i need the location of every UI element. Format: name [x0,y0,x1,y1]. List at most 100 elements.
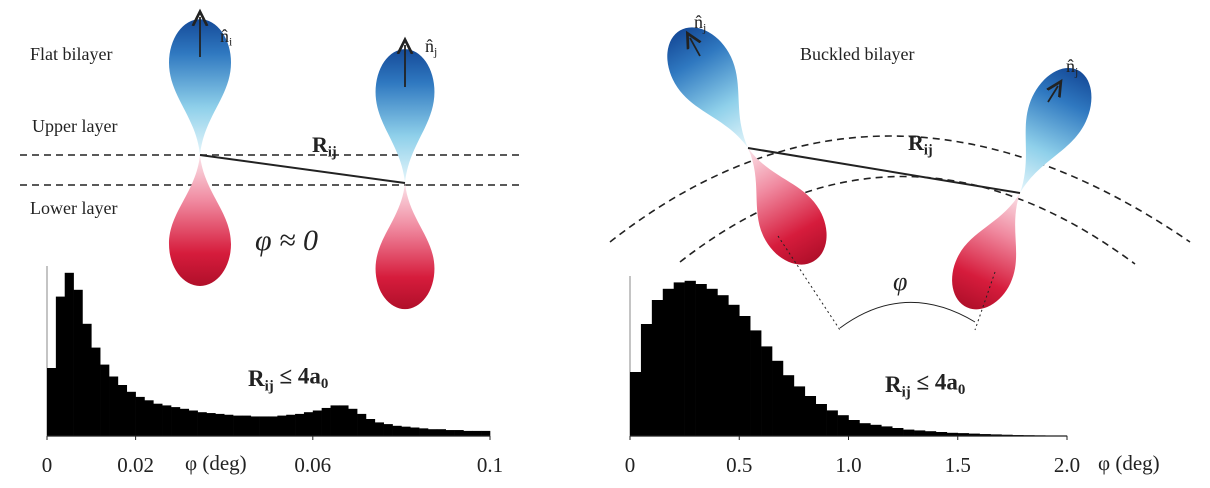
bar [401,427,410,436]
text-part: R [248,366,265,391]
bar [437,429,446,436]
bar [180,409,189,436]
bar [47,368,56,436]
bar [136,397,145,436]
bar [348,409,357,436]
bar [446,430,455,436]
x-tick-label: 0.1 [477,453,503,477]
bar [674,282,685,436]
text-part: j [1074,66,1078,79]
text-part: φ [893,267,907,296]
text-part: R [908,130,925,155]
r-line [200,155,405,183]
bar [805,396,816,436]
bar [286,415,295,436]
text-part: n̂ [220,26,229,46]
bar [162,405,171,436]
bar [322,408,331,436]
bar [189,411,198,437]
text-part: ij [265,378,274,394]
text-part: n̂ [425,36,434,56]
bar [728,305,739,436]
bar [827,410,838,436]
x-tick-label: 0.5 [726,453,752,477]
bar [463,431,472,436]
bar [706,289,717,436]
bar [251,416,260,436]
bar [233,416,242,436]
bar [772,361,783,436]
bar [816,404,827,436]
text-part: n̂ [1066,56,1075,76]
text-part: 0 [958,382,965,398]
x-tick-label: 0.02 [117,453,154,477]
bar [384,424,393,436]
x-axis-label: φ (deg) [1098,451,1160,475]
diagram-label: φ [893,267,907,296]
bar [206,413,215,436]
bar [410,428,419,437]
orbital-lobe [653,15,775,164]
bar [685,281,696,436]
diagram-label: Buckled bilayer [800,44,914,64]
bar [331,405,340,436]
bar [74,290,83,436]
bar [65,273,74,436]
orbital-lobe [376,183,435,309]
diagram-label: Flat bilayer [30,44,112,64]
bar [313,411,322,437]
angle-arc [840,302,975,328]
bar [925,431,936,436]
x-tick-label: 1.5 [945,453,971,477]
bar [870,425,881,436]
bar [696,284,707,436]
text-part: φ ≈ 0 [255,224,318,257]
x-tick-label: 2.0 [1054,453,1080,477]
bar [91,348,100,436]
diagram-label: n̂j [1066,56,1078,79]
diagram-label: Rij [908,130,933,158]
bar [339,405,348,436]
bar [652,300,663,436]
annotation: Rij ≤ 4a0 [248,364,328,395]
bar [100,365,109,436]
text-part: 0 [321,376,328,392]
bar [82,324,91,436]
text-part: Flat bilayer [30,44,112,64]
text-part: ≤ 4a [274,364,322,389]
upper-layer-arc [610,136,1190,242]
diagram-label: Upper layer [32,116,117,136]
orbital-lobe [169,155,231,286]
bar [481,431,490,436]
bar [153,404,162,436]
text-part: ≤ 4a [911,370,959,395]
text-part: R [312,132,329,157]
bar [849,420,860,436]
bar [859,423,870,436]
x-tick-label: 0 [625,453,636,477]
bar [393,426,402,436]
bar [794,386,805,436]
text-part: n̂ [694,12,703,32]
text-part: Upper layer [32,116,117,136]
bar [419,428,428,436]
bar [127,392,136,436]
text-part: i [229,36,233,49]
text-part: j [702,22,706,35]
bar [903,430,914,436]
x-tick-label: 1.0 [835,453,861,477]
bar [277,416,286,436]
bar [739,316,750,436]
orbital-lobe [940,181,1047,320]
bar [109,377,118,437]
bar [455,430,464,436]
bar [717,295,728,436]
bar [428,429,437,436]
lower-layer-arc [680,176,1135,264]
text-part: R [885,372,902,397]
bar [215,414,224,436]
diagram-label: φ ≈ 0 [255,224,318,257]
bar [366,419,375,436]
bar [144,400,153,436]
bar [357,414,366,436]
